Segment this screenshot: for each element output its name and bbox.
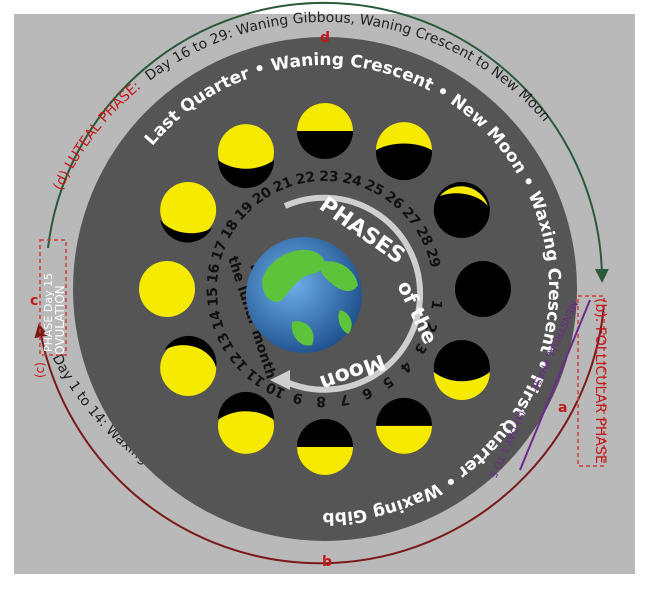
day-number-16: 16 <box>205 263 224 285</box>
moon-new <box>455 261 511 317</box>
marker-a: a <box>558 400 567 416</box>
moon-gibbous-topleft <box>160 182 216 243</box>
day-number-22: 22 <box>295 169 317 188</box>
marker-d: d <box>320 30 330 46</box>
day-number-8: 8 <box>316 393 326 409</box>
marker-b: b <box>322 554 332 570</box>
earth-globe <box>246 237 362 353</box>
moon-full <box>139 261 195 317</box>
ovulation-text-2: OVULATION <box>53 285 67 355</box>
marker-c: c <box>30 293 38 309</box>
follicular-text: (b). FOLLICULAR PHASE <box>592 298 608 464</box>
moon-half-bottom <box>376 398 432 454</box>
moon-gibbous-top <box>218 124 274 188</box>
ovulation-prefix-wrap: (c) <box>33 362 47 378</box>
day-number-23: 23 <box>319 169 339 186</box>
phase-name-full-moon: • Full Moon <box>0 0 8 5</box>
phase-name-waning-gibbous: • Waning Gibbous <box>0 0 10 5</box>
ovulation-prefix: (c) <box>33 362 47 378</box>
ovulation-label: OVULATION <box>53 285 67 355</box>
moon-half-top <box>297 103 353 159</box>
moon-gibbous-bottom <box>218 392 274 454</box>
moon-thin-top <box>434 182 490 238</box>
moon-gibbous-left <box>160 336 216 396</box>
moon-crescent-bottom <box>434 340 490 400</box>
follicular-label: (b). FOLLICULAR PHASE <box>592 298 608 464</box>
moon-crescent-top <box>376 122 432 180</box>
moon-half-bottom2 <box>297 419 353 475</box>
day-number-15: 15 <box>205 287 222 308</box>
